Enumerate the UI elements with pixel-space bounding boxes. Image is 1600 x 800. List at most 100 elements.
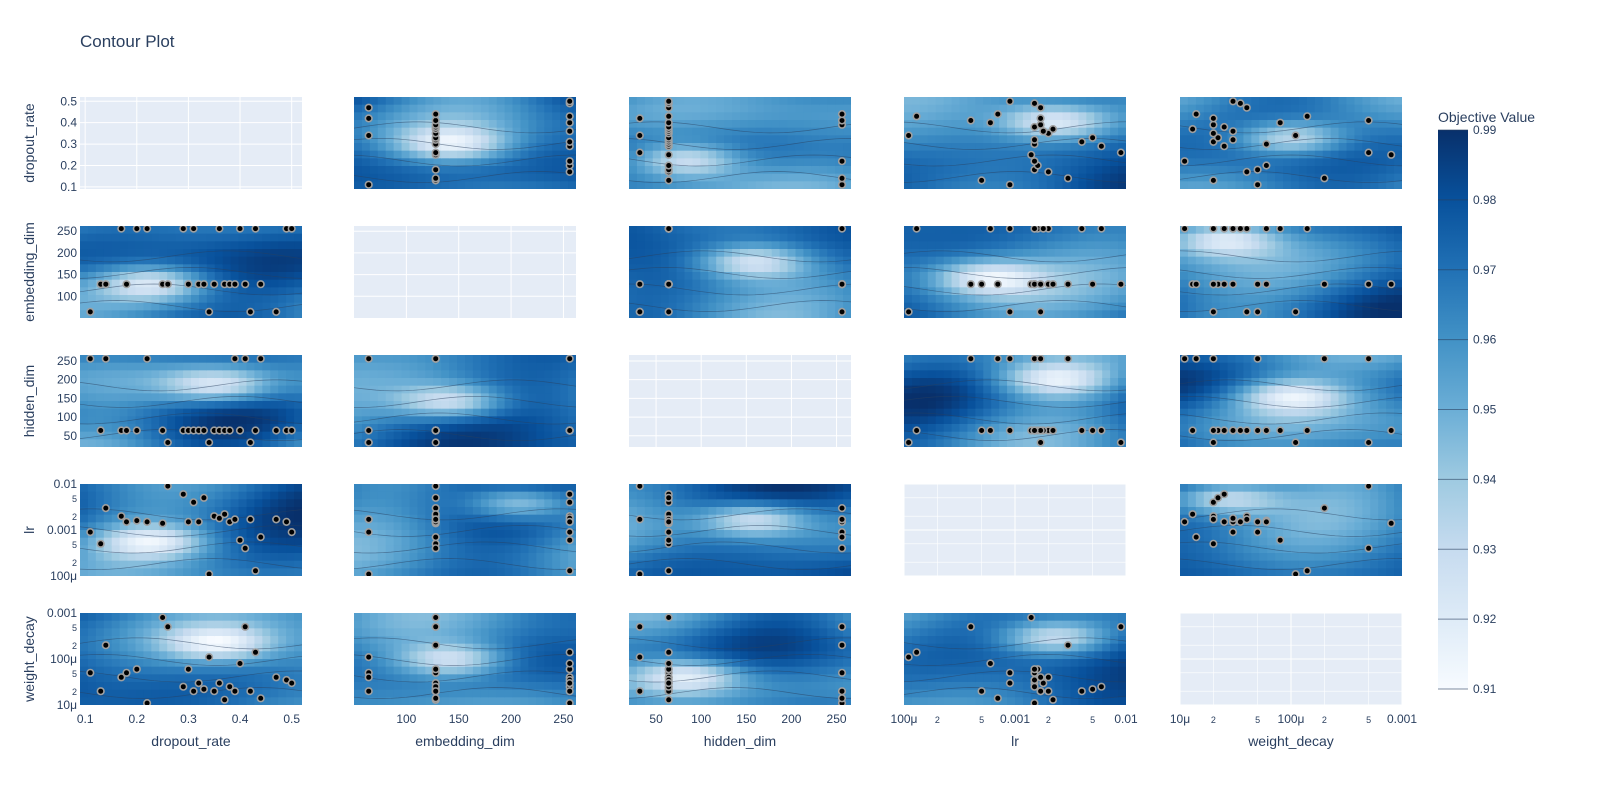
contour-cell (127, 491, 137, 500)
trial-point (251, 566, 260, 575)
contour-cell (536, 378, 545, 387)
contour-cell (919, 355, 929, 364)
contour-cell (425, 127, 434, 136)
contour-cell (191, 514, 200, 523)
trial-point (431, 109, 440, 119)
contour-cell (1062, 378, 1072, 387)
contour-cell (1046, 256, 1056, 265)
contour-cell (385, 173, 395, 182)
contour-cell (1275, 143, 1284, 152)
contour-cell (1219, 241, 1229, 250)
contour-cell (1314, 181, 1324, 189)
contour-cell (1054, 143, 1064, 152)
contour-cell (652, 272, 662, 281)
contour-cell (1378, 439, 1387, 447)
contour-cell (1078, 241, 1087, 250)
contour-cell (983, 408, 992, 417)
contour-line (904, 154, 1126, 167)
contour-cell (393, 158, 403, 167)
contour-cell (692, 127, 701, 136)
contour-cell (167, 310, 176, 318)
contour-cell (1038, 378, 1048, 387)
contour-cell (119, 560, 129, 569)
contour-cell (779, 135, 789, 144)
contour-cell (1046, 416, 1056, 425)
contour-cell (230, 256, 240, 265)
contour-cell (111, 233, 121, 242)
panel-dropout_rate-vs-weight_decay (1180, 97, 1402, 189)
contour-cell (1227, 287, 1237, 296)
contour-cell (1314, 226, 1324, 235)
contour-cell (536, 416, 545, 425)
contour-cell (911, 279, 921, 288)
contour-cell (935, 302, 945, 311)
contour-cell (151, 424, 160, 433)
contour-cell (629, 97, 638, 106)
contour-cell (927, 408, 937, 417)
contour-cell (377, 424, 387, 433)
contour-cell (999, 393, 1008, 402)
contour-cell (1062, 150, 1072, 159)
contour-cell (159, 310, 168, 318)
contour-cell (1283, 173, 1292, 182)
contour-cell (811, 127, 820, 136)
contour-cell (1283, 97, 1292, 106)
contour-cell (787, 166, 797, 175)
trial-point (101, 504, 110, 513)
contour-cell (354, 416, 363, 425)
contour-cell (230, 439, 240, 447)
contour-cell (1314, 431, 1324, 440)
contour-cell (1180, 104, 1189, 113)
contour-cell (1070, 249, 1080, 258)
contour-cell (1227, 385, 1237, 394)
contour-cell (294, 431, 302, 440)
contour-cell (1046, 181, 1056, 189)
contour-cell (159, 431, 168, 440)
contour-cell (1243, 439, 1252, 447)
contour-cell (771, 120, 781, 129)
contour-cell (975, 385, 984, 394)
contour-cell (951, 401, 961, 410)
contour-cell (1195, 385, 1205, 394)
contour-cell (1180, 264, 1189, 273)
contour-cell (214, 408, 224, 417)
contour-cell (629, 104, 638, 113)
contour-cell (1291, 241, 1300, 250)
contour-cell (222, 393, 232, 402)
contour-cell (755, 233, 765, 242)
contour-cell (1322, 233, 1332, 242)
contour-cell (377, 537, 387, 546)
contour-cell (700, 150, 709, 159)
contour-cell (1378, 272, 1387, 281)
contour-cell (143, 256, 152, 265)
contour-cell (1195, 104, 1205, 113)
contour-cell (568, 362, 576, 371)
contour-cell (1338, 416, 1348, 425)
contour-cell (1362, 143, 1371, 152)
contour-cell (151, 522, 160, 531)
contour-cell (286, 408, 295, 417)
contour-cell (843, 120, 851, 129)
contour-cell (943, 150, 953, 159)
contour-cell (230, 431, 240, 440)
contour-cell (943, 279, 953, 288)
contour-cell (943, 408, 953, 417)
contour-cell (1362, 295, 1371, 304)
trial-point (1253, 180, 1262, 189)
contour-cell (512, 378, 522, 387)
contour-cell (1306, 104, 1316, 113)
contour-cell (369, 120, 379, 129)
contour-cell (1110, 408, 1119, 417)
contour-cell (472, 431, 482, 440)
contour-cell (943, 97, 953, 106)
contour-cell (1306, 279, 1316, 288)
contour-line (904, 250, 1126, 263)
contour-cell (425, 439, 434, 447)
contour-cell (1306, 287, 1316, 296)
contour-cell (811, 143, 820, 152)
contour-cell (652, 97, 662, 106)
contour-cell (377, 484, 387, 493)
trial-point (272, 515, 281, 524)
contour-cell (512, 370, 522, 379)
contour-cell (1094, 401, 1103, 410)
